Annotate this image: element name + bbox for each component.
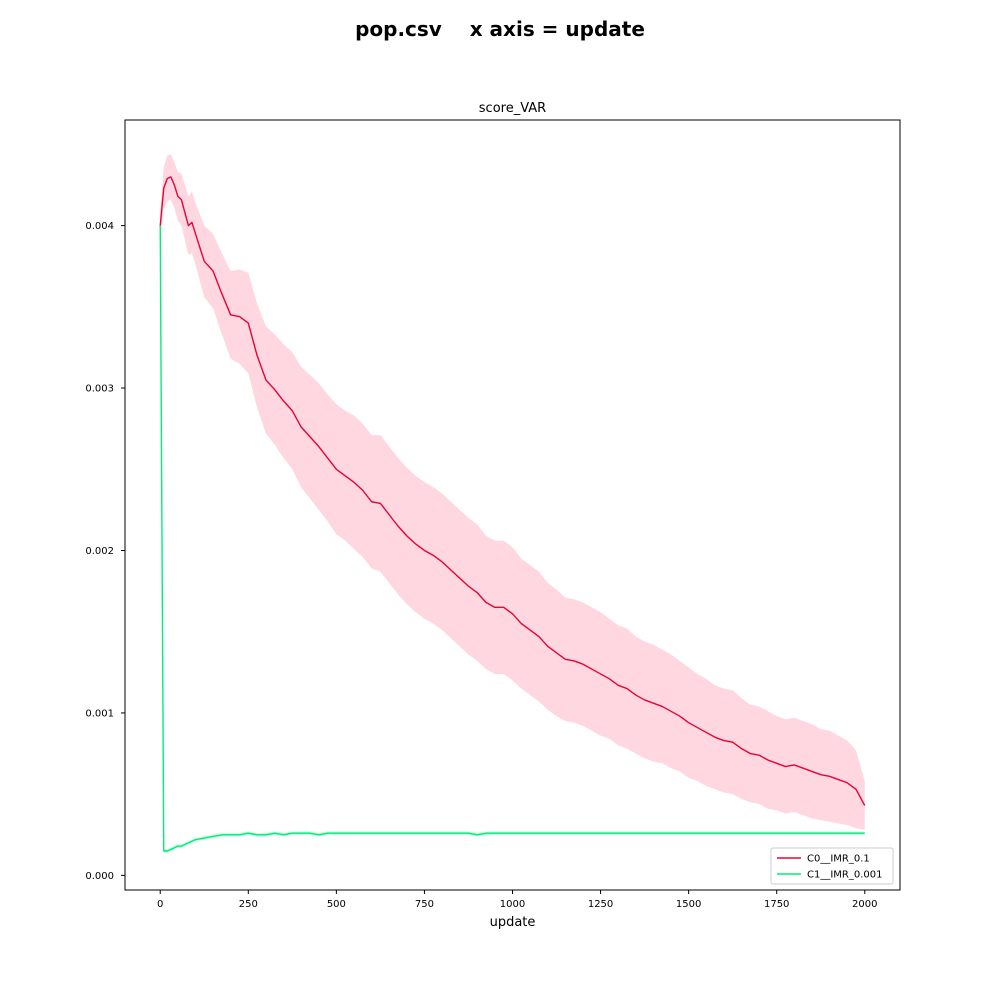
x-tick-label: 0 (157, 899, 163, 910)
y-axis: 0.000 0.001 0.002 0.003 0.004 (85, 221, 125, 882)
x-tick-label: 1000 (500, 899, 525, 910)
y-tick-label: 0.000 (85, 871, 114, 882)
x-tick-label: 500 (327, 899, 346, 910)
chart-title: score_VAR (479, 101, 546, 116)
y-tick-label: 0.001 (85, 708, 114, 719)
x-axis-label: update (490, 915, 536, 930)
series-band-0 (160, 154, 865, 830)
x-tick-label: 1750 (764, 899, 789, 910)
x-axis: 0 250 500 750 1000 1250 1500 1750 2000 (157, 890, 877, 910)
y-tick-label: 0.003 (85, 384, 114, 395)
y-tick-label: 0.004 (85, 221, 114, 232)
x-tick-label: 2000 (852, 899, 877, 910)
series-line-0 (159, 176, 866, 806)
x-tick-label: 750 (415, 899, 434, 910)
legend-frame (770, 847, 894, 885)
x-tick-label: 1500 (676, 899, 701, 910)
figure-suptitle: pop.csv x axis = update (355, 17, 645, 41)
y-tick-label: 0.002 (85, 546, 114, 557)
x-tick-label: 1250 (588, 899, 613, 910)
legend-label-series-1: C1__IMR_0.001 (807, 870, 883, 881)
legend-label-series-0: C0__IMR_0.1 (807, 854, 870, 865)
legend: C0__IMR_0.1 C1__IMR_0.001 (770, 847, 894, 885)
x-tick-label: 250 (239, 899, 258, 910)
plot-area (159, 154, 866, 853)
series-line-1 (159, 225, 865, 852)
